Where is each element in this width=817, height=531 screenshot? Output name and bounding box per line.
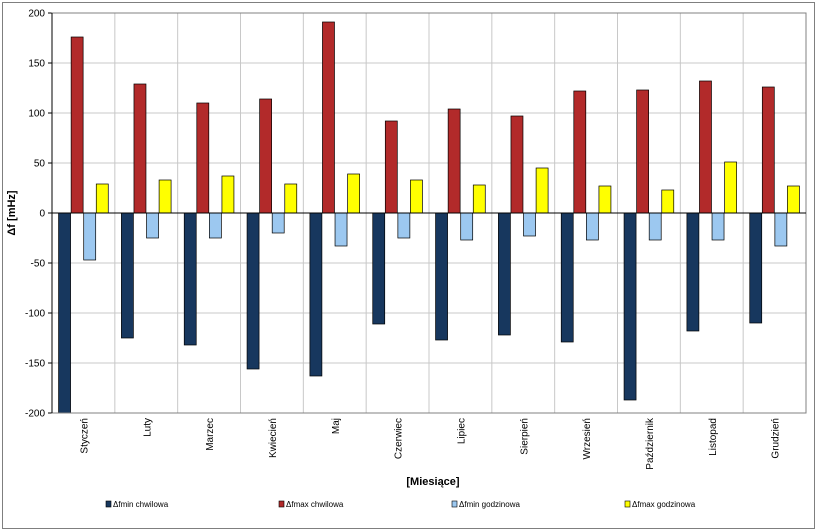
bar-fmax-chwilowa-sierpien [510, 115, 524, 214]
bar-fmax-chwilowa-czerwiec [384, 120, 398, 214]
legend-swatch-fmax-godzinowa [624, 500, 631, 508]
bar-fmin-chwilowa-marzec [183, 212, 197, 346]
bar-fmin-chwilowa-wrzesien [560, 212, 574, 343]
x-category-label: Listopad [708, 418, 719, 456]
bar-fmax-godzinowa-kwiecien [284, 183, 298, 214]
bar-fmin-godzinowa-luty [146, 212, 159, 239]
x-category-label: Lipiec [456, 418, 467, 444]
bar-fmin-godzinowa-wrzesien [586, 212, 599, 241]
bar-fmin-godzinowa-lipiec [460, 212, 474, 241]
y-axis-title: Δf [mHz] [6, 190, 18, 236]
y-tick-label: 0 [39, 209, 45, 220]
x-category-label: Marzec [205, 418, 216, 451]
y-tick-label: -100 [25, 309, 45, 320]
bar-fmax-godzinowa-maj [347, 173, 360, 214]
bar-fmin-godzinowa-kwiecien [271, 212, 285, 234]
y-tick-label: 200 [28, 9, 45, 20]
y-tick-label: -50 [31, 259, 46, 270]
bar-layer [58, 21, 800, 414]
bar-fmin-godzinowa-grudzien [774, 212, 788, 247]
legend-swatch-fmax-chwilowa [278, 500, 285, 508]
y-tick-label: 100 [28, 109, 45, 120]
bar-fmin-chwilowa-grudzien [749, 212, 763, 324]
bar-fmax-godzinowa-styczen [95, 183, 109, 214]
bar-fmax-godzinowa-lipiec [472, 184, 486, 214]
legend: Δfmin chwilowa Δfmax chwilowa Δfmin godzin… [105, 500, 696, 509]
bar-fmax-godzinowa-grudzien [787, 185, 800, 214]
bar-fmin-godzinowa-sierpien [523, 212, 536, 237]
legend-label-fmax-godzinowa: Δfmax godzinowa [632, 500, 696, 509]
bar-fmax-chwilowa-lipiec [447, 108, 461, 214]
y-tick-label: -200 [25, 409, 45, 420]
bar-fmax-godzinowa-marzec [221, 175, 235, 214]
bar-fmax-godzinowa-sierpien [535, 167, 549, 214]
y-tick-label: 50 [34, 159, 46, 170]
axis-layer [48, 12, 807, 414]
bar-fmin-godzinowa-styczen [83, 212, 97, 261]
bar-fmin-chwilowa-kwiecien [246, 212, 260, 370]
bar-fmin-chwilowa-sierpien [498, 212, 511, 336]
bar-fmax-chwilowa-kwiecien [259, 98, 272, 214]
bar-fmin-chwilowa-pazdziernik [623, 212, 637, 401]
bar-fmin-godzinowa-pazdziernik [648, 212, 662, 241]
x-category-label: Czerwiec [394, 418, 405, 459]
x-category-label: Październik [645, 417, 656, 470]
x-category-label: Styczeń [79, 418, 90, 454]
x-category-labels: Styczeń Luty Marzec Kwiecień Maj Czerwiec Lipi… [79, 417, 781, 470]
bar-fmax-godzinowa-czerwiec [410, 179, 423, 214]
x-category-label: Grudzień [771, 418, 782, 459]
bar-fmax-chwilowa-luty [133, 83, 147, 214]
x-category-label: Maj [331, 418, 342, 434]
bar-fmin-godzinowa-maj [334, 212, 348, 247]
bar-fmin-chwilowa-maj [309, 212, 323, 377]
x-category-label: Luty [142, 418, 153, 437]
legend-label-fmax-chwilowa: Δfmax chwilowa [286, 500, 344, 509]
bar-fmax-chwilowa-marzec [196, 102, 210, 214]
bar-fmin-chwilowa-czerwiec [372, 212, 386, 325]
x-axis-title: [Miesiące] [406, 476, 460, 488]
bar-fmin-godzinowa-listopad [711, 212, 725, 241]
x-category-label: Sierpień [519, 418, 530, 455]
bar-fmax-chwilowa-wrzesien [573, 90, 587, 214]
bar-fmax-chwilowa-styczen [70, 36, 84, 214]
bar-fmax-chwilowa-pazdziernik [636, 89, 649, 214]
bar-fmin-chwilowa-listopad [686, 212, 700, 332]
bar-fmax-chwilowa-maj [322, 21, 335, 214]
bar-fmax-chwilowa-listopad [699, 80, 712, 214]
y-tick-label: -150 [25, 359, 45, 370]
bar-fmin-chwilowa-lipiec [435, 212, 448, 341]
bar-fmin-godzinowa-czerwiec [397, 212, 411, 239]
bar-fmin-chwilowa-luty [121, 212, 134, 339]
y-tick-labels: 200 150 100 50 0 -50 -100 -150 -200 [25, 9, 45, 420]
legend-label-fmin-godzinowa: Δfmin godzinowa [459, 500, 520, 509]
bar-fmax-godzinowa-pazdziernik [661, 189, 675, 214]
legend-label-fmin-chwilowa: Δfmin chwilowa [113, 500, 169, 509]
bar-fmax-godzinowa-listopad [724, 161, 737, 214]
legend-swatch-fmin-godzinowa [451, 500, 458, 508]
x-category-label: Wrzesień [582, 418, 593, 460]
x-category-label: Kwiecień [268, 418, 279, 458]
bar-fmax-godzinowa-luty [158, 179, 172, 214]
bar-fmax-chwilowa-grudzien [761, 86, 775, 214]
bar-fmin-godzinowa-marzec [209, 212, 222, 239]
bar-fmax-godzinowa-wrzesien [598, 185, 612, 214]
y-tick-label: 150 [28, 59, 45, 70]
bar-fmin-chwilowa-styczen [58, 212, 71, 414]
legend-swatch-fmin-chwilowa [105, 500, 112, 508]
